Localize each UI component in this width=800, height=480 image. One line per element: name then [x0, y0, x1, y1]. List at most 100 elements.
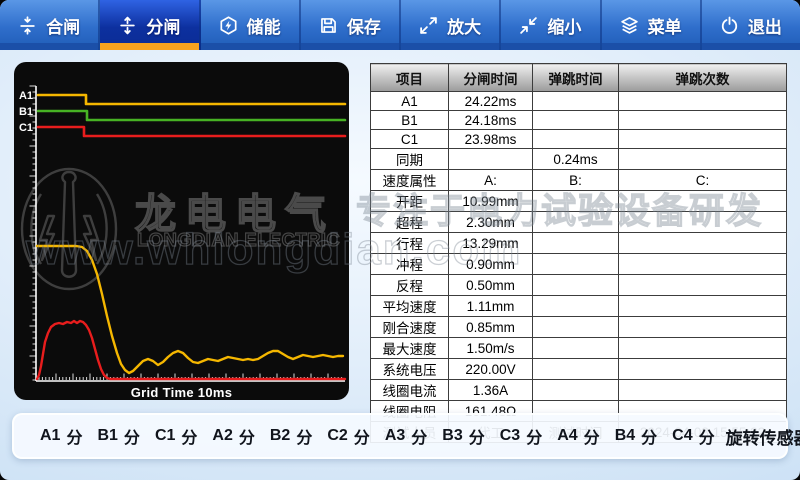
table-cell: C: — [618, 169, 787, 191]
table-row: 超程 2.30mm — [370, 211, 787, 233]
save-icon — [319, 16, 338, 35]
tab-label: 放大 — [447, 17, 482, 37]
table-cell: 超程 — [370, 211, 449, 233]
table-cell: 13.29mm — [448, 232, 533, 254]
channel-state-B4: B4 分 — [614, 427, 658, 447]
table-cell: 0.85mm — [448, 316, 533, 338]
trace-label-B1: B1 — [19, 106, 33, 118]
table-cell — [532, 379, 619, 401]
trace-label-A1: A1 — [19, 90, 33, 102]
table-cell — [532, 91, 619, 111]
table-cell: B1 — [370, 110, 449, 130]
table-row: 平均速度 1.11mm — [370, 295, 787, 317]
table-row: 系统电压 220.00V — [370, 358, 787, 380]
channel-state-B3: B3 分 — [442, 427, 485, 447]
tab-label: 合闸 — [46, 17, 81, 37]
tab-save[interactable]: 保存 — [300, 0, 401, 50]
table-cell — [532, 211, 619, 233]
table-cell — [532, 295, 619, 317]
channel-state-C4: C4 分 — [672, 427, 715, 447]
table-header-row: 项目 分闸时间 弹跳时间 弹跳次数 — [370, 63, 787, 92]
table-cell — [532, 358, 619, 380]
table-cell — [618, 232, 787, 254]
waveform-chart: A1 B1 C1 — [19, 85, 347, 382]
tab-label: 退出 — [747, 17, 782, 37]
table-cell — [618, 91, 787, 111]
table-cell — [618, 148, 787, 170]
table-row: A1 24.22ms — [370, 91, 787, 111]
table-row: 行程 13.29mm — [370, 232, 787, 254]
table-cell: 1.11mm — [448, 295, 533, 317]
table-cell — [618, 274, 787, 296]
contact-trace-A1 — [36, 93, 347, 106]
column-header: 弹跳次数 — [618, 63, 787, 92]
table-row: 冲程 0.90mm — [370, 253, 787, 275]
table-cell: 23.98ms — [448, 129, 533, 149]
table-row: C1 23.98ms — [370, 129, 787, 149]
table-cell: 24.18ms — [448, 110, 533, 130]
table-cell: 速度属性 — [370, 169, 449, 191]
close-switch-icon — [18, 15, 37, 35]
table-cell: 220.00V — [448, 358, 533, 380]
table-cell — [532, 190, 619, 212]
tab-zoom-out[interactable]: 缩小 — [501, 0, 602, 50]
tab-zoom-in[interactable]: 放大 — [401, 0, 502, 50]
grid-time-label: Grid Time 10ms — [130, 385, 233, 400]
table-cell — [532, 253, 619, 275]
contact-trace-C1 — [36, 125, 347, 138]
tab-label: 储能 — [246, 17, 281, 37]
table-row: 反程 0.50mm — [370, 274, 787, 296]
table-row: 最大速度 1.50m/s — [370, 337, 787, 359]
table-cell — [618, 316, 787, 338]
channel-state-C3: C3 分 — [499, 427, 543, 447]
table-cell — [618, 190, 787, 212]
tab-open-switch[interactable]: 分闸 — [100, 0, 201, 50]
table-cell: 24.22ms — [448, 91, 533, 111]
coil-current-curve — [35, 319, 347, 381]
toolbar: 合闸 分闸 储能 保存 — [0, 0, 800, 50]
table-row: B1 24.18ms — [370, 110, 787, 130]
energy-icon — [219, 15, 238, 35]
table-cell: 同期 — [370, 148, 449, 170]
channel-state-A2: A2 分 — [212, 427, 255, 447]
table-cell: 行程 — [370, 232, 449, 254]
tab-menu[interactable]: 菜单 — [601, 0, 702, 50]
trace-label-C1: C1 — [19, 122, 33, 134]
tab-exit[interactable]: 退出 — [701, 0, 800, 50]
table-cell: A1 — [370, 91, 449, 111]
table-cell: C1 — [370, 129, 449, 149]
contact-trace-B1 — [36, 109, 347, 122]
results-table: 项目 分闸时间 弹跳时间 弹跳次数 A1 24.22ms B1 24.18ms C1 23.98… — [370, 63, 787, 443]
menu-layers-icon — [620, 16, 639, 35]
table-cell — [618, 358, 787, 380]
open-switch-icon — [118, 16, 137, 35]
tab-label: 缩小 — [547, 17, 582, 37]
table-cell: 1.36A — [448, 379, 533, 401]
table-cell: 0.90mm — [448, 253, 533, 275]
table-cell — [618, 110, 787, 130]
channel-state-B1: B1 分 — [97, 427, 140, 447]
table-cell: 刚合速度 — [370, 316, 449, 338]
table-row: 线圈电流 1.36A — [370, 379, 787, 401]
table-cell: 开距 — [370, 190, 449, 212]
tab-label: 分闸 — [146, 17, 181, 37]
channel-state-C1: C1 分 — [154, 427, 198, 447]
tab-energy-storage[interactable]: 储能 — [200, 0, 301, 50]
table-cell: 冲程 — [370, 253, 449, 275]
table-cell: 反程 — [370, 274, 449, 296]
table-cell: 平均速度 — [370, 295, 449, 317]
table-cell — [532, 232, 619, 254]
table-cell — [532, 316, 619, 338]
table-cell — [618, 295, 787, 317]
table-cell: 2.30mm — [448, 211, 533, 233]
tab-close-switch[interactable]: 合闸 — [0, 0, 101, 50]
table-cell — [532, 274, 619, 296]
column-header: 弹跳时间 — [532, 63, 619, 92]
table-cell: 0.24ms — [532, 148, 619, 170]
table-cell: 1.50m/s — [448, 337, 533, 359]
table-cell: A: — [448, 169, 533, 191]
table-cell: 系统电压 — [370, 358, 449, 380]
power-exit-icon — [720, 16, 739, 35]
channel-state-A1: A1 分 — [40, 427, 83, 447]
